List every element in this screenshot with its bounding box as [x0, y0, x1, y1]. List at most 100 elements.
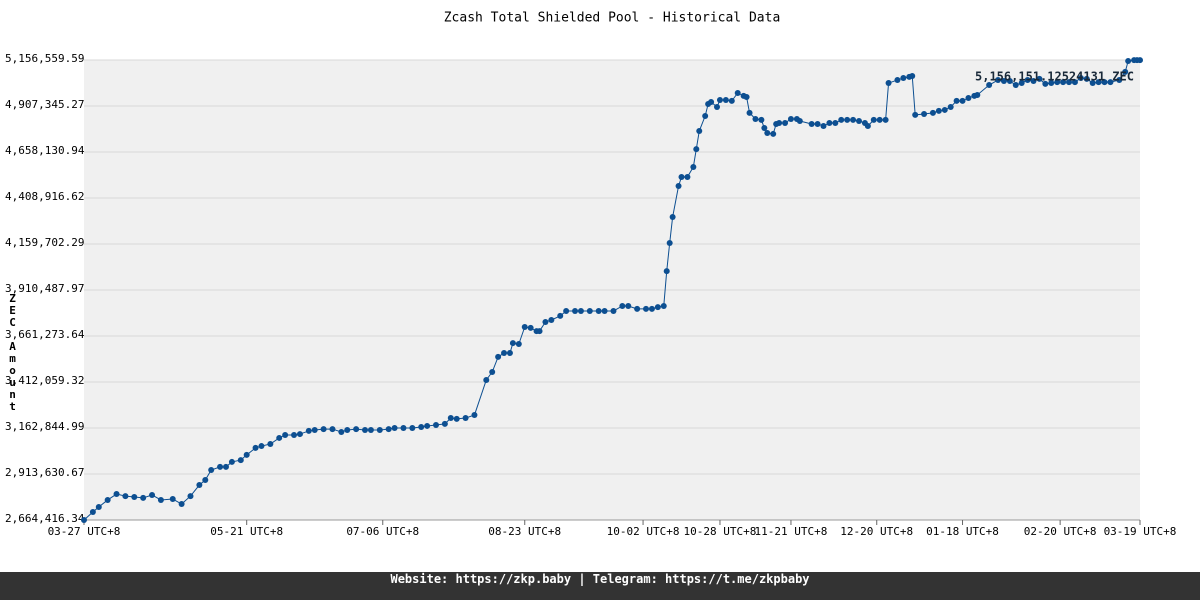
data-point: [122, 493, 129, 500]
data-point: [1000, 77, 1007, 84]
data-point: [527, 324, 534, 331]
x-tick-label: 11-21 UTC+8: [755, 525, 828, 538]
data-point: [362, 427, 369, 434]
data-point: [693, 146, 700, 153]
y-tick-label: 2,913,630.67: [5, 466, 84, 479]
data-point: [921, 111, 928, 118]
y-tick-label: 5,156,559.59: [5, 52, 84, 65]
data-point: [149, 491, 156, 498]
y-tick-label: 2,664,416.34: [5, 512, 85, 525]
chart: Zcash Total Shielded Pool - Historical D…: [5, 11, 1176, 539]
data-point: [764, 130, 771, 137]
footer: Website: https://zkp.baby | Telegram: ht…: [0, 572, 1200, 600]
y-tick-label: 4,159,702.29: [5, 236, 84, 249]
data-point: [89, 508, 96, 515]
data-point: [1060, 79, 1067, 86]
data-point: [959, 97, 966, 104]
data-point: [291, 431, 298, 438]
data-point: [610, 307, 617, 314]
y-tick-label: 3,412,059.32: [5, 374, 84, 387]
data-point: [418, 424, 425, 431]
data-point: [243, 451, 250, 458]
data-point: [509, 340, 516, 347]
data-point: [1071, 79, 1078, 86]
data-point: [276, 434, 283, 441]
data-point: [782, 120, 789, 127]
data-point: [654, 304, 661, 311]
data-point: [441, 420, 448, 427]
data-point: [178, 501, 185, 508]
data-point: [746, 109, 753, 116]
data-point: [666, 240, 673, 247]
data-point: [495, 353, 502, 360]
data-point: [953, 97, 960, 104]
data-point: [941, 106, 948, 113]
data-point: [471, 412, 478, 419]
data-point: [716, 96, 723, 103]
data-point: [832, 120, 839, 127]
annotation: 5,156,151.12524131 ZEC: [975, 70, 1134, 84]
data-point: [1116, 77, 1123, 84]
data-point: [506, 350, 513, 357]
data-point: [1101, 79, 1108, 86]
data-point: [489, 369, 496, 376]
data-point: [131, 494, 138, 501]
data-point: [577, 307, 584, 314]
data-point: [648, 305, 655, 312]
data-point: [820, 122, 827, 129]
data-point: [1107, 79, 1114, 86]
x-tick-label: 01-18 UTC+8: [926, 525, 999, 538]
data-point: [808, 120, 815, 127]
data-point: [601, 307, 608, 314]
data-point: [252, 444, 259, 451]
data-point: [196, 482, 203, 489]
y-tick-label: 3,661,273.64: [5, 328, 85, 341]
data-point: [140, 494, 147, 501]
y-tick-label: 3,162,844.99: [5, 420, 84, 433]
data-point: [864, 122, 871, 129]
data-point: [409, 424, 416, 431]
data-point: [663, 268, 670, 275]
data-point: [1089, 79, 1096, 86]
data-point: [850, 116, 857, 123]
data-point: [217, 463, 224, 470]
data-point: [870, 116, 877, 123]
data-point: [885, 79, 892, 86]
data-point: [563, 307, 570, 314]
data-point: [894, 77, 901, 84]
data-point: [900, 75, 907, 82]
data-point: [734, 89, 741, 96]
data-point: [433, 422, 439, 429]
data-point: [237, 457, 244, 464]
data-point: [947, 103, 954, 110]
data-point: [311, 427, 318, 434]
data-point: [634, 305, 641, 312]
data-point: [752, 115, 759, 122]
x-tick-label: 03-27 UTC+8: [48, 525, 121, 538]
data-point: [548, 316, 555, 323]
x-tick-label: 10-02 UTC+8: [607, 525, 680, 538]
data-point: [483, 376, 490, 383]
x-tick-label: 08-23 UTC+8: [488, 525, 561, 538]
y-tick-label: 3,910,487.97: [5, 282, 84, 295]
x-tick-label: 05-21 UTC+8: [210, 525, 283, 538]
data-point: [826, 120, 833, 127]
data-point: [95, 503, 102, 510]
y-tick-label: 4,658,130.94: [5, 144, 85, 157]
data-point: [447, 415, 454, 422]
data-point: [501, 350, 508, 357]
data-point: [684, 173, 691, 180]
data-point: [743, 94, 750, 101]
data-point: [329, 426, 336, 433]
data-point: [995, 77, 1002, 84]
data-point: [282, 431, 289, 438]
data-point: [542, 319, 549, 326]
data-point: [187, 493, 194, 500]
data-point: [882, 116, 889, 123]
data-point: [619, 302, 626, 309]
data-point: [708, 99, 715, 106]
data-point: [1030, 77, 1037, 84]
data-point: [758, 116, 765, 123]
data-point: [1018, 79, 1025, 86]
